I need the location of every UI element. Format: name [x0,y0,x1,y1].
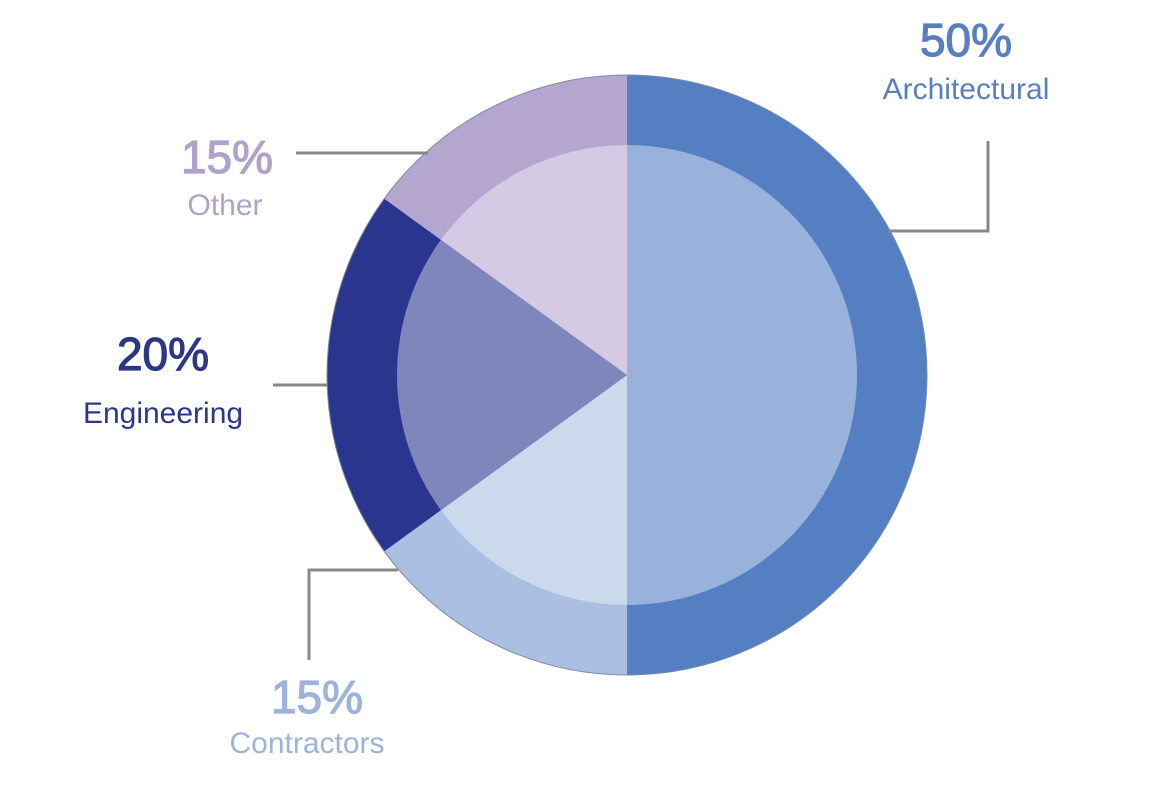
inner-pie [397,145,857,605]
slice-label-contractors: Contractors [229,727,384,760]
pie-slice-inner-contractors [440,375,627,605]
slice-labels: 50% Architectural 15% Contractors 20% En… [83,13,1050,760]
slice-label-architectural: Architectural [883,73,1050,106]
leader-line-contractors [307,568,398,660]
slice-label-engineering: Engineering [83,397,243,430]
slice-percent-engineering: 20% [117,328,209,380]
slice-percent-other: 15% [181,131,273,183]
pie-slice-inner-engineering [397,239,627,511]
leader-line-architectural [888,141,990,233]
slice-percent-architectural: 50% [920,14,1012,66]
pie-slice-inner-other [440,145,627,375]
leader-lines [273,141,990,660]
slice-percent-contractors: 15% [271,671,363,723]
slice-label-other: Other [187,189,262,222]
pie-rim [326,74,928,676]
pie-slice-inner-architectural [627,145,857,605]
